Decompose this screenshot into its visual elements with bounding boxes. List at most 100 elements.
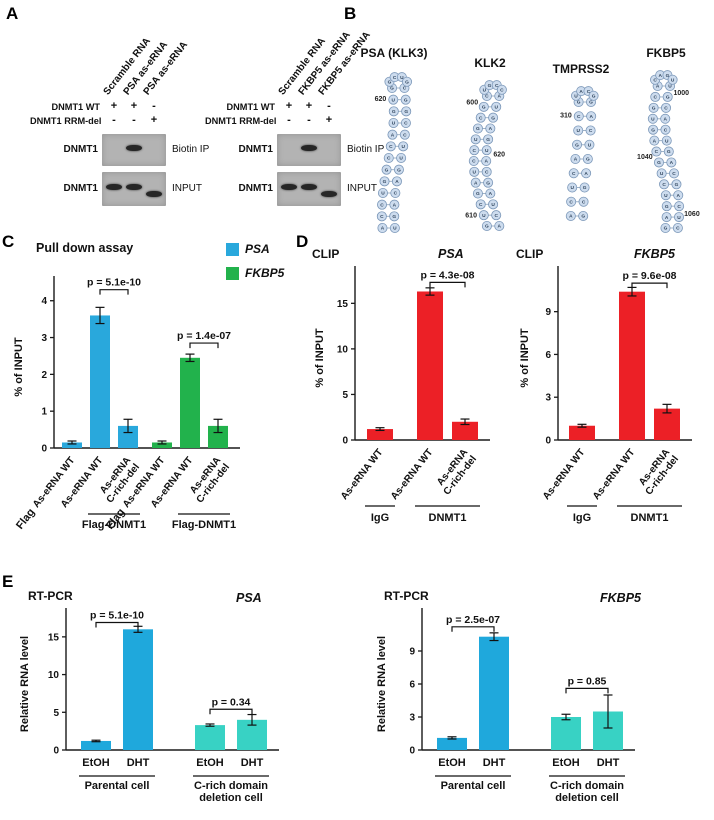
condition-symbol: + bbox=[110, 100, 118, 112]
nucleotide-letter: G bbox=[486, 180, 490, 186]
nucleotide-letter: U bbox=[392, 121, 396, 127]
nucleotide-letter: C bbox=[403, 132, 407, 138]
bar bbox=[569, 425, 595, 440]
bar bbox=[81, 740, 111, 750]
nucleotide-letter: G bbox=[486, 137, 490, 143]
p-value-label: p = 0.34 bbox=[212, 696, 251, 708]
nucleotide-letter: C bbox=[472, 159, 476, 165]
y-tick-label: 5 bbox=[342, 390, 348, 401]
nucleotide bbox=[377, 199, 388, 210]
nucleotide-letter: C bbox=[672, 171, 676, 177]
condition-symbol: + bbox=[285, 100, 293, 112]
protein-band bbox=[146, 191, 162, 197]
nucleotide-letter: G bbox=[586, 157, 590, 163]
y-axis-label: % of INPUT bbox=[519, 328, 531, 388]
nucleotide bbox=[673, 212, 684, 223]
y-tick-label: 0 bbox=[409, 746, 415, 757]
nucleotide bbox=[568, 168, 579, 179]
protein-band bbox=[321, 191, 337, 197]
y-tick-label: 4 bbox=[41, 296, 47, 307]
nucleotide-letter: C bbox=[404, 121, 408, 127]
nucleotide-letter: C bbox=[394, 191, 398, 197]
bar bbox=[180, 357, 200, 448]
y-tick-label: 10 bbox=[48, 670, 60, 681]
chart-rtpcr-fkbp5-container: 0 3 6 9 Relative RNA level p = 2.5e-07 p = 0.8… bbox=[372, 588, 712, 820]
nucleotide-letter: G bbox=[666, 95, 670, 101]
p-value-label: p = 9.6e-08 bbox=[623, 270, 677, 282]
nucleotide-letter: A bbox=[653, 138, 657, 144]
blot-strip bbox=[102, 134, 166, 166]
position-number: 1000 bbox=[673, 90, 689, 97]
bar bbox=[479, 636, 509, 750]
nucleotide bbox=[491, 210, 502, 221]
nucleotide bbox=[494, 220, 505, 231]
y-tick-label: 2 bbox=[41, 370, 47, 381]
nucleotide-letter: A bbox=[589, 114, 593, 120]
nucleotide bbox=[573, 111, 584, 122]
bar bbox=[367, 429, 393, 440]
nucleotide-letter: A bbox=[670, 160, 674, 166]
chart-rtpcr_psa: 0 5 10 15 Relative RNA level p = 5.1e-10 p = 0… bbox=[19, 589, 279, 804]
bar bbox=[551, 717, 581, 750]
group-label: IgG bbox=[371, 512, 389, 524]
y-axis-label: Relative RNA level bbox=[376, 636, 388, 732]
protein-band bbox=[301, 145, 317, 151]
group-label: IgG bbox=[573, 512, 591, 524]
legend-item: FKBP5 bbox=[226, 266, 284, 280]
panel-a-blots: Scramble RNA PSA as-eRNA PSA as-eRNA DNMT1 … bbox=[0, 0, 714, 240]
nucleotide-letter: G bbox=[390, 86, 394, 92]
nucleotide-letter: A bbox=[393, 202, 397, 208]
nucleotide-letter: G bbox=[664, 226, 668, 232]
nucleotide bbox=[584, 139, 595, 150]
strip-right-label: Biotin IP bbox=[172, 144, 210, 155]
structure-title: PSA (KLK3) bbox=[360, 46, 428, 60]
group-label: Parental cell bbox=[441, 780, 506, 792]
protein-band bbox=[126, 145, 142, 151]
nucleotide bbox=[481, 166, 492, 177]
position-number: 620 bbox=[375, 96, 387, 103]
nucleotide-letter: C bbox=[655, 149, 659, 155]
pulldown-legend: PSA FKBP5 bbox=[226, 242, 284, 290]
x-tick-label: EtOH bbox=[82, 757, 110, 769]
nucleotide bbox=[393, 164, 404, 175]
nucleotide-letter: U bbox=[474, 137, 478, 143]
nucleotide-letter: G bbox=[652, 106, 656, 112]
nucleotide bbox=[660, 222, 671, 233]
nucleotide-letter: C bbox=[653, 77, 657, 83]
nucleotide bbox=[669, 168, 680, 179]
nucleotide bbox=[671, 179, 682, 190]
nucleotide bbox=[585, 125, 596, 136]
legend-label: FKBP5 bbox=[245, 266, 285, 280]
nucleotide-letter: U bbox=[668, 84, 672, 90]
nucleotide-letter: C bbox=[389, 144, 393, 150]
nucleotide-letter: C bbox=[500, 87, 504, 93]
blot-group-0: Scramble RNA PSA as-eRNA PSA as-eRNA DNMT1 … bbox=[30, 6, 230, 226]
nucleotide bbox=[396, 153, 407, 164]
nucleotide-letter: U bbox=[664, 193, 668, 199]
group-label: DNMT1 bbox=[429, 512, 467, 524]
p-value-label: p = 1.4e-07 bbox=[177, 330, 231, 342]
rna-structure-klk2: KLK2 C A G U C G G A U G C U C A U C A G G A C U U C G A U G C C 600 620… bbox=[446, 56, 534, 234]
nucleotide-letter: G bbox=[665, 204, 669, 210]
y-tick-label: 3 bbox=[545, 393, 551, 404]
nucleotide-letter: G bbox=[485, 224, 489, 230]
nucleotide-letter: G bbox=[388, 79, 392, 85]
gene-label: PSA bbox=[438, 247, 464, 261]
chart-title: CLIP bbox=[312, 247, 339, 261]
protein-band bbox=[301, 184, 317, 190]
group-label: Flag bbox=[14, 506, 37, 531]
nucleotide-letter: G bbox=[385, 167, 389, 173]
nucleotide-letter: G bbox=[583, 185, 587, 191]
nucleotide-letter: U bbox=[491, 202, 495, 208]
nucleotide-letter: A bbox=[489, 191, 493, 197]
nucleotide-letter: U bbox=[671, 77, 675, 83]
position-number: 620 bbox=[493, 152, 505, 159]
nucleotide bbox=[661, 212, 672, 223]
nucleotide-letter: A bbox=[498, 94, 502, 100]
nucleotide bbox=[401, 106, 412, 117]
group-label: Parental cell bbox=[85, 780, 150, 792]
x-tick-label: As-eRNA WT bbox=[591, 447, 637, 502]
nucleotide bbox=[660, 190, 671, 201]
